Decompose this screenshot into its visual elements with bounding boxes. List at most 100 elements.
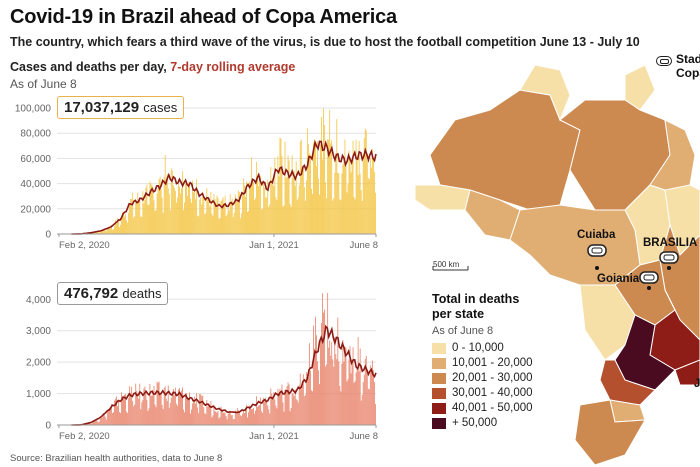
daily-bar (323, 312, 325, 425)
daily-bar (171, 170, 173, 234)
daily-bar (354, 381, 356, 425)
daily-bar (130, 392, 132, 425)
daily-bar (250, 186, 251, 234)
daily-bar (307, 143, 309, 234)
daily-bar (359, 173, 361, 234)
page-title: Covid-19 in Brazil ahead of Copa America (10, 6, 397, 28)
daily-bar (371, 360, 373, 425)
legend-swatch (432, 388, 446, 399)
daily-bar (187, 397, 188, 425)
daily-bar (262, 208, 264, 234)
daily-bar (293, 396, 295, 425)
daily-bar (118, 220, 119, 234)
daily-bar (350, 172, 352, 234)
legend-swatch (432, 418, 446, 429)
daily-bar (107, 227, 109, 234)
daily-bar (155, 407, 157, 425)
daily-bar (253, 182, 254, 234)
daily-bar (96, 231, 98, 234)
daily-bar (317, 141, 318, 234)
daily-bar (168, 407, 170, 425)
daily-bar (86, 423, 88, 425)
daily-bar (153, 385, 155, 425)
daily-bar (308, 343, 310, 425)
daily-bar (238, 411, 240, 425)
daily-bar (342, 164, 344, 234)
daily-bar (285, 178, 287, 234)
y-tick-label: 40,000 (20, 179, 51, 190)
daily-bar (139, 383, 141, 425)
cases-chart: 0 20,000 40,000 60,000 80,000 100,000 Feb 2, 2… (15, 104, 378, 252)
daily-bar (172, 389, 174, 425)
daily-bar (188, 182, 189, 234)
daily-bar (137, 393, 139, 425)
daily-bar (265, 397, 267, 425)
daily-bar (164, 386, 166, 425)
daily-bar (336, 119, 338, 234)
daily-bar (338, 361, 340, 425)
daily-bar (166, 173, 168, 234)
daily-bar (135, 383, 137, 425)
daily-bar (139, 199, 141, 234)
daily-bar (319, 194, 320, 234)
daily-bar (201, 204, 203, 234)
daily-bar (95, 419, 97, 425)
state-roraima (519, 64, 571, 122)
daily-bar (180, 393, 181, 425)
daily-bar (300, 388, 302, 425)
daily-bar (351, 157, 353, 234)
daily-bar (311, 188, 312, 234)
daily-bar (332, 359, 334, 425)
daily-bar (220, 406, 222, 425)
daily-bar (335, 153, 337, 234)
daily-bar (363, 374, 365, 425)
daily-bar (318, 178, 319, 234)
daily-bar (177, 389, 179, 425)
daily-bar (253, 408, 254, 425)
daily-bar (371, 149, 373, 234)
daily-bar (222, 197, 224, 234)
daily-bar (151, 185, 153, 234)
daily-bar (206, 400, 208, 425)
daily-bar (211, 213, 213, 234)
daily-bar (204, 413, 206, 425)
daily-bar (175, 403, 177, 425)
daily-bar (297, 402, 299, 425)
daily-bar (224, 195, 226, 234)
cases-total-value: 17,037,129 (64, 99, 140, 116)
deaths-total-unit: deaths (122, 286, 162, 301)
daily-bar (301, 386, 303, 425)
daily-bar (148, 408, 150, 425)
daily-bar (125, 214, 126, 234)
daily-bar (277, 389, 279, 425)
daily-bar (291, 155, 293, 234)
y-tick-label: 1,000 (26, 389, 51, 400)
legend-list: 0 - 10,000 10,001 - 20,000 20,001 - 30,000… (432, 341, 533, 431)
daily-bar (349, 346, 351, 425)
daily-bar (122, 398, 123, 425)
daily-bar (258, 405, 260, 425)
daily-bar (282, 402, 284, 425)
daily-bar (239, 218, 241, 234)
daily-bar (240, 213, 242, 234)
daily-bar (105, 231, 107, 234)
daily-bar (260, 175, 262, 234)
daily-bar (252, 409, 253, 425)
daily-bar (217, 411, 219, 425)
daily-bar (136, 390, 138, 425)
daily-bar (87, 423, 89, 425)
daily-bar (141, 216, 143, 234)
daily-bar (123, 211, 124, 234)
daily-bar (214, 411, 216, 425)
daily-bar (200, 197, 202, 234)
daily-bar (357, 175, 359, 234)
daily-bar (348, 150, 350, 234)
daily-bar (91, 423, 93, 425)
daily-bar (114, 400, 115, 425)
charts-heading: Cases and deaths per day, 7-day rolling … (10, 60, 295, 74)
daily-bar (320, 144, 321, 234)
daily-bar (174, 191, 176, 234)
daily-bar (117, 218, 118, 234)
daily-bar (216, 195, 218, 234)
daily-bar (353, 382, 355, 425)
